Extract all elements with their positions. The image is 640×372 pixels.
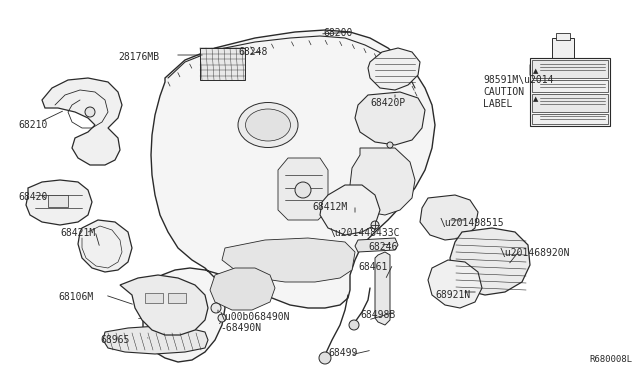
Bar xyxy=(168,293,186,303)
Text: 68461: 68461 xyxy=(358,262,387,272)
Text: R680008L: R680008L xyxy=(589,355,632,364)
Polygon shape xyxy=(222,238,355,282)
Text: 68420P: 68420P xyxy=(370,98,405,108)
Circle shape xyxy=(387,142,393,148)
Polygon shape xyxy=(420,195,478,240)
Polygon shape xyxy=(26,180,92,225)
Bar xyxy=(532,60,608,78)
Polygon shape xyxy=(355,92,425,145)
Bar xyxy=(530,58,610,126)
Polygon shape xyxy=(375,252,390,325)
Bar xyxy=(48,195,68,207)
Text: CAUTION: CAUTION xyxy=(483,87,524,97)
Ellipse shape xyxy=(238,103,298,148)
Bar xyxy=(145,293,163,303)
Polygon shape xyxy=(350,148,415,215)
Polygon shape xyxy=(278,158,328,220)
Text: \u201468920N: \u201468920N xyxy=(500,248,570,258)
Text: \u201448433C: \u201448433C xyxy=(330,228,401,238)
Circle shape xyxy=(211,303,221,313)
Polygon shape xyxy=(450,228,530,295)
Text: \u201498515: \u201498515 xyxy=(440,218,504,228)
Polygon shape xyxy=(320,185,380,235)
Circle shape xyxy=(371,221,379,229)
Text: 68248: 68248 xyxy=(238,47,268,57)
Polygon shape xyxy=(120,275,208,335)
Ellipse shape xyxy=(246,109,291,141)
Bar xyxy=(552,38,574,58)
Polygon shape xyxy=(143,30,435,362)
Polygon shape xyxy=(103,326,208,354)
Text: LABEL: LABEL xyxy=(483,99,513,109)
Text: ▲: ▲ xyxy=(533,68,538,74)
Text: 68921N: 68921N xyxy=(435,290,470,300)
Text: 68246: 68246 xyxy=(368,242,397,252)
Circle shape xyxy=(319,352,331,364)
Circle shape xyxy=(218,314,226,322)
Text: 68421M: 68421M xyxy=(60,228,95,238)
Text: \u00b068490N: \u00b068490N xyxy=(220,312,291,322)
Bar xyxy=(532,114,608,124)
Text: 68200: 68200 xyxy=(323,28,353,38)
Polygon shape xyxy=(78,220,132,272)
Polygon shape xyxy=(42,78,122,165)
Text: 68499: 68499 xyxy=(328,348,357,358)
Text: 68498B: 68498B xyxy=(360,310,396,320)
Circle shape xyxy=(349,320,359,330)
Text: 68420: 68420 xyxy=(18,192,47,202)
Bar xyxy=(200,48,245,80)
Text: 68965: 68965 xyxy=(100,335,129,345)
Bar xyxy=(556,33,570,40)
Bar xyxy=(532,80,608,92)
Text: 68210: 68210 xyxy=(18,120,47,130)
Text: 98591M\u2014: 98591M\u2014 xyxy=(483,75,554,85)
Circle shape xyxy=(85,107,95,117)
Text: 68106M: 68106M xyxy=(58,292,93,302)
Circle shape xyxy=(295,182,311,198)
Polygon shape xyxy=(210,268,275,310)
Bar xyxy=(532,94,608,112)
Text: 68412M: 68412M xyxy=(312,202,348,212)
Text: ▲: ▲ xyxy=(533,96,538,102)
Polygon shape xyxy=(428,260,482,308)
Text: 28176MB: 28176MB xyxy=(118,52,159,62)
Polygon shape xyxy=(355,238,398,252)
Text: -68490N: -68490N xyxy=(220,323,261,333)
Polygon shape xyxy=(368,48,420,90)
